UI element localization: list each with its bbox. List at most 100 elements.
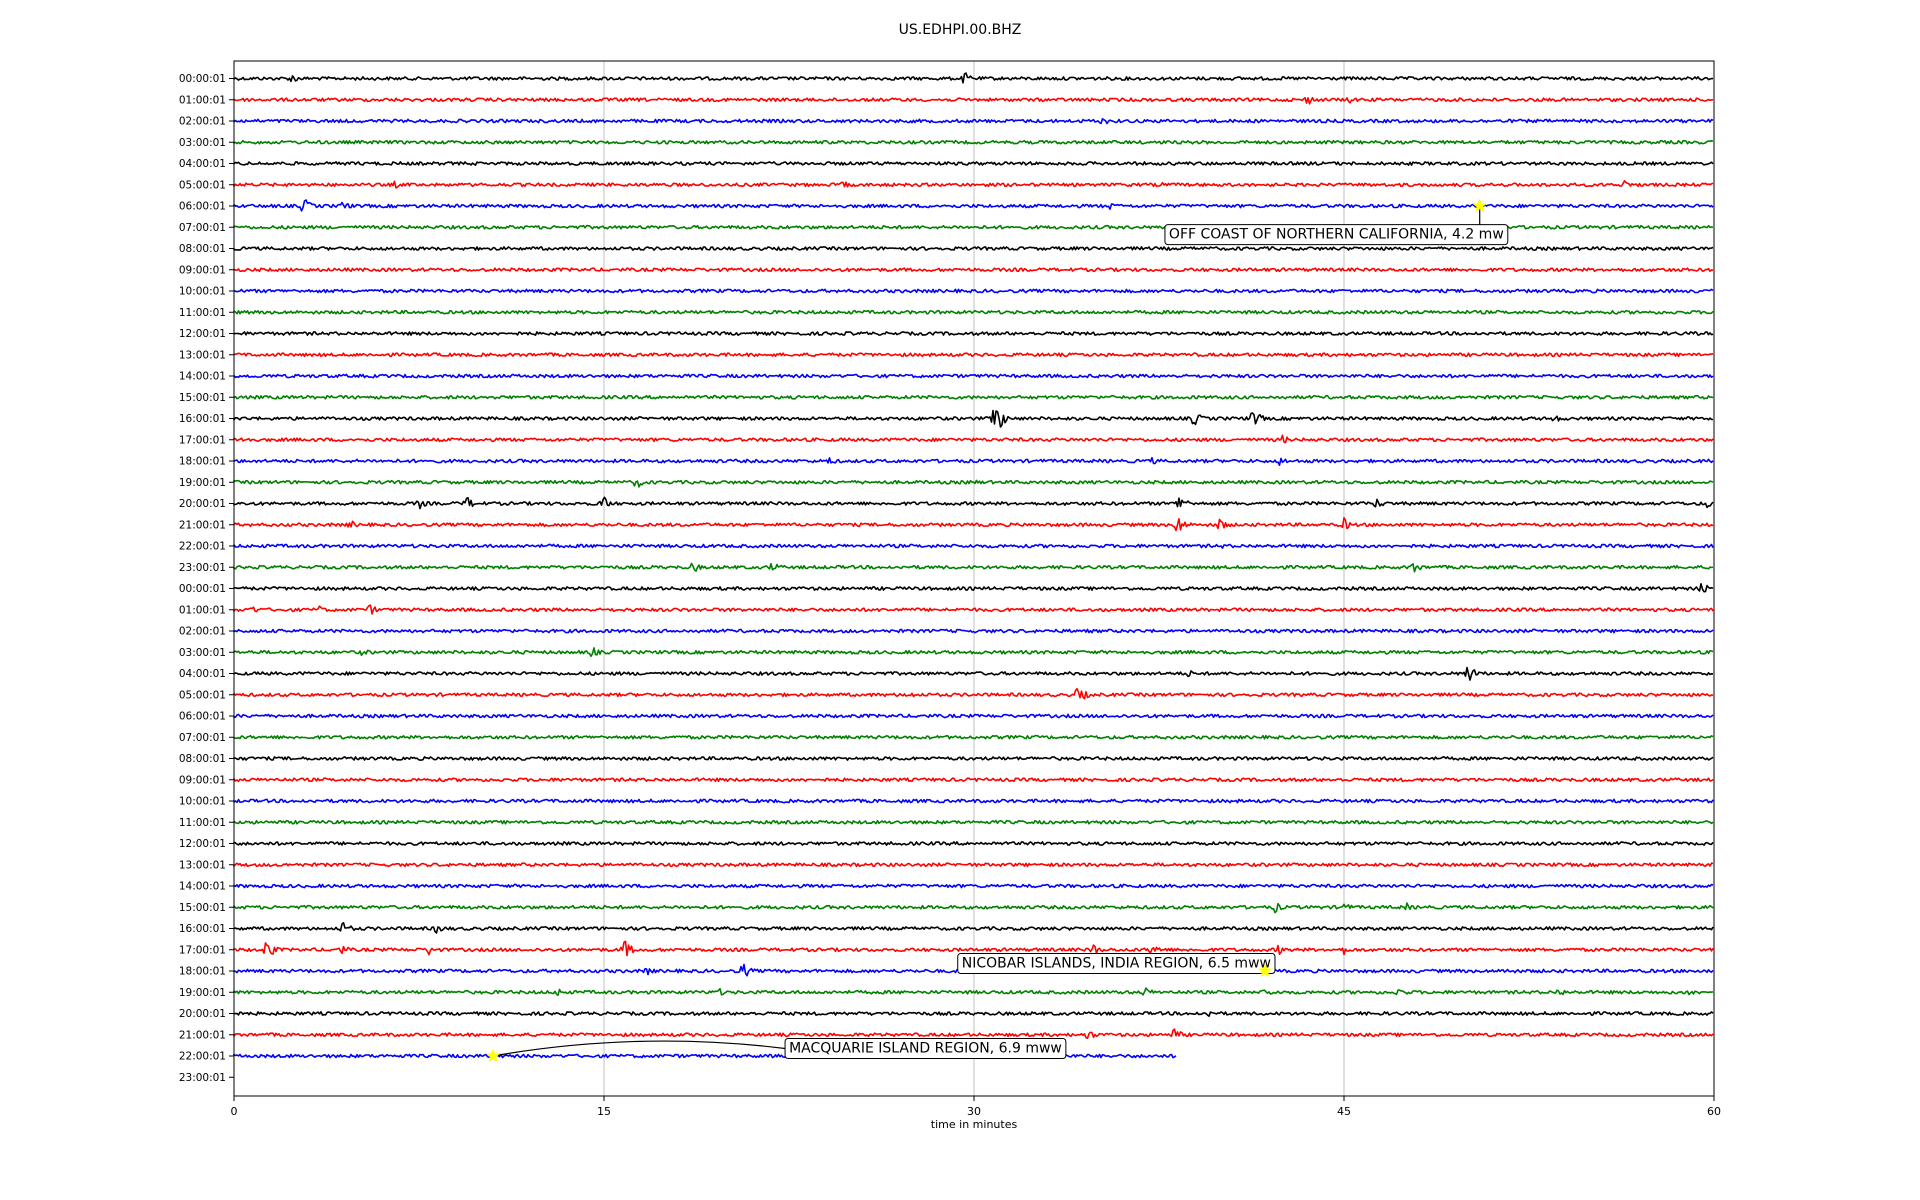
trace-row-11	[233, 309, 1714, 315]
trace-row-10	[233, 288, 1714, 294]
event-marker-2	[485, 1048, 501, 1063]
trace-row-12	[233, 331, 1714, 336]
y-tick-label-38: 14:00:01	[179, 881, 226, 893]
y-axis-time-labels: 00:00:01 01:00:01 02:00:01 03:00:01 04:00:01…	[179, 73, 234, 1084]
y-tick-label-31: 07:00:01	[179, 732, 226, 744]
trace-row-19	[233, 479, 1714, 488]
y-tick-label-36: 12:00:01	[179, 838, 226, 850]
y-tick-label-17: 17:00:01	[179, 434, 226, 446]
x-tick-label-1: 15	[597, 1105, 611, 1118]
x-axis-ticks: 0 15 30 45 60	[231, 1096, 1721, 1118]
trace-row-1	[233, 96, 1714, 105]
trace-row-24	[233, 583, 1714, 593]
trace-row-4	[233, 161, 1714, 166]
y-tick-label-30: 06:00:01	[179, 711, 226, 723]
y-tick-label-42: 18:00:01	[179, 966, 226, 978]
trace-row-37	[233, 862, 1714, 868]
y-tick-label-25: 01:00:01	[179, 604, 226, 616]
y-tick-label-34: 10:00:01	[179, 796, 226, 808]
y-tick-label-44: 20:00:01	[179, 1008, 226, 1020]
trace-row-6	[233, 199, 1714, 212]
y-tick-label-13: 13:00:01	[179, 349, 226, 361]
trace-row-26	[233, 628, 1714, 634]
trace-row-15	[233, 394, 1714, 400]
x-tick-label-0: 0	[231, 1105, 238, 1118]
trace-row-20	[233, 496, 1714, 510]
y-tick-label-18: 18:00:01	[179, 456, 226, 468]
event-label-box-1	[957, 953, 1276, 974]
event-label-2: MACQUARIE ISLAND REGION, 6.9 mww	[789, 1041, 1062, 1057]
trace-row-8	[233, 246, 1714, 251]
y-tick-label-2: 02:00:01	[179, 116, 226, 128]
trace-row-31	[233, 734, 1714, 740]
event-arrow-2	[492, 1040, 786, 1057]
event-label-box-0	[1164, 224, 1509, 246]
y-tick-label-8: 08:00:01	[179, 243, 226, 255]
trace-row-40	[233, 921, 1714, 934]
vertical-gridlines	[603, 61, 1345, 1096]
y-tick-label-24: 00:00:01	[179, 583, 226, 595]
seismogram-traces	[233, 72, 1714, 1059]
y-tick-label-47: 23:00:01	[179, 1072, 226, 1084]
y-tick-label-20: 20:00:01	[179, 498, 226, 510]
y-tick-label-1: 01:00:01	[179, 94, 226, 106]
trace-row-23	[233, 562, 1714, 573]
trace-row-45	[233, 1028, 1714, 1039]
y-tick-label-27: 03:00:01	[179, 647, 226, 659]
trace-row-3	[233, 139, 1714, 145]
y-tick-label-32: 08:00:01	[179, 753, 226, 765]
y-tick-label-26: 02:00:01	[179, 626, 226, 638]
trace-row-21	[233, 517, 1714, 532]
trace-row-14	[233, 373, 1714, 379]
y-tick-label-19: 19:00:01	[179, 477, 226, 489]
y-tick-label-46: 22:00:01	[179, 1051, 226, 1063]
y-tick-label-29: 05:00:01	[179, 689, 226, 701]
trace-row-2	[233, 118, 1714, 125]
trace-row-28	[233, 666, 1714, 681]
trace-row-9	[233, 267, 1714, 273]
trace-row-33	[233, 777, 1714, 783]
trace-row-25	[233, 604, 1714, 615]
trace-row-39	[233, 902, 1714, 914]
y-tick-label-40: 16:00:01	[179, 923, 226, 935]
event-label-0: OFF COAST OF NORTHERN CALIFORNIA, 4.2 mw	[1169, 227, 1504, 243]
trace-row-16	[233, 409, 1714, 428]
trace-row-43	[233, 987, 1714, 996]
trace-row-17	[233, 434, 1714, 444]
event-2: MACQUARIE ISLAND REGION, 6.9 mww	[485, 1038, 1067, 1063]
y-tick-label-15: 15:00:01	[179, 392, 226, 404]
event-annotations: OFF COAST OF NORTHERN CALIFORNIA, 4.2 mw…	[485, 198, 1509, 1063]
y-tick-label-41: 17:00:01	[179, 944, 226, 956]
event-marker-0	[1472, 198, 1487, 213]
y-tick-label-43: 19:00:01	[179, 987, 226, 999]
trace-row-29	[233, 687, 1714, 700]
y-tick-label-12: 12:00:01	[179, 328, 226, 340]
trace-row-0	[233, 72, 1713, 84]
y-tick-label-28: 04:00:01	[179, 668, 226, 680]
trace-row-13	[233, 352, 1714, 358]
trace-row-35	[233, 819, 1714, 825]
event-0: OFF COAST OF NORTHERN CALIFORNIA, 4.2 mw	[1164, 198, 1509, 246]
trace-row-27	[233, 647, 1714, 657]
y-tick-label-23: 23:00:01	[179, 562, 226, 574]
x-tick-label-2: 30	[967, 1105, 981, 1118]
trace-row-22	[233, 543, 1714, 549]
x-tick-label-4: 60	[1707, 1105, 1721, 1118]
y-tick-label-37: 13:00:01	[179, 859, 226, 871]
y-tick-label-11: 11:00:01	[179, 307, 226, 319]
chart-title: US.EDHPI.00.BHZ	[899, 22, 1022, 38]
y-tick-label-3: 03:00:01	[179, 137, 226, 149]
trace-row-38	[233, 883, 1714, 889]
event-1: NICOBAR ISLANDS, INDIA REGION, 6.5 mww	[957, 953, 1276, 978]
y-tick-label-45: 21:00:01	[179, 1029, 226, 1041]
trace-row-41	[233, 940, 1714, 957]
trace-row-44	[233, 1011, 1714, 1017]
trace-row-30	[233, 713, 1714, 719]
trace-row-18	[233, 456, 1714, 466]
event-label-1: NICOBAR ISLANDS, INDIA REGION, 6.5 mww	[962, 956, 1271, 972]
trace-row-36	[233, 841, 1714, 846]
y-tick-label-6: 06:00:01	[179, 201, 226, 213]
y-tick-label-16: 16:00:01	[179, 413, 226, 425]
trace-row-32	[233, 756, 1714, 761]
